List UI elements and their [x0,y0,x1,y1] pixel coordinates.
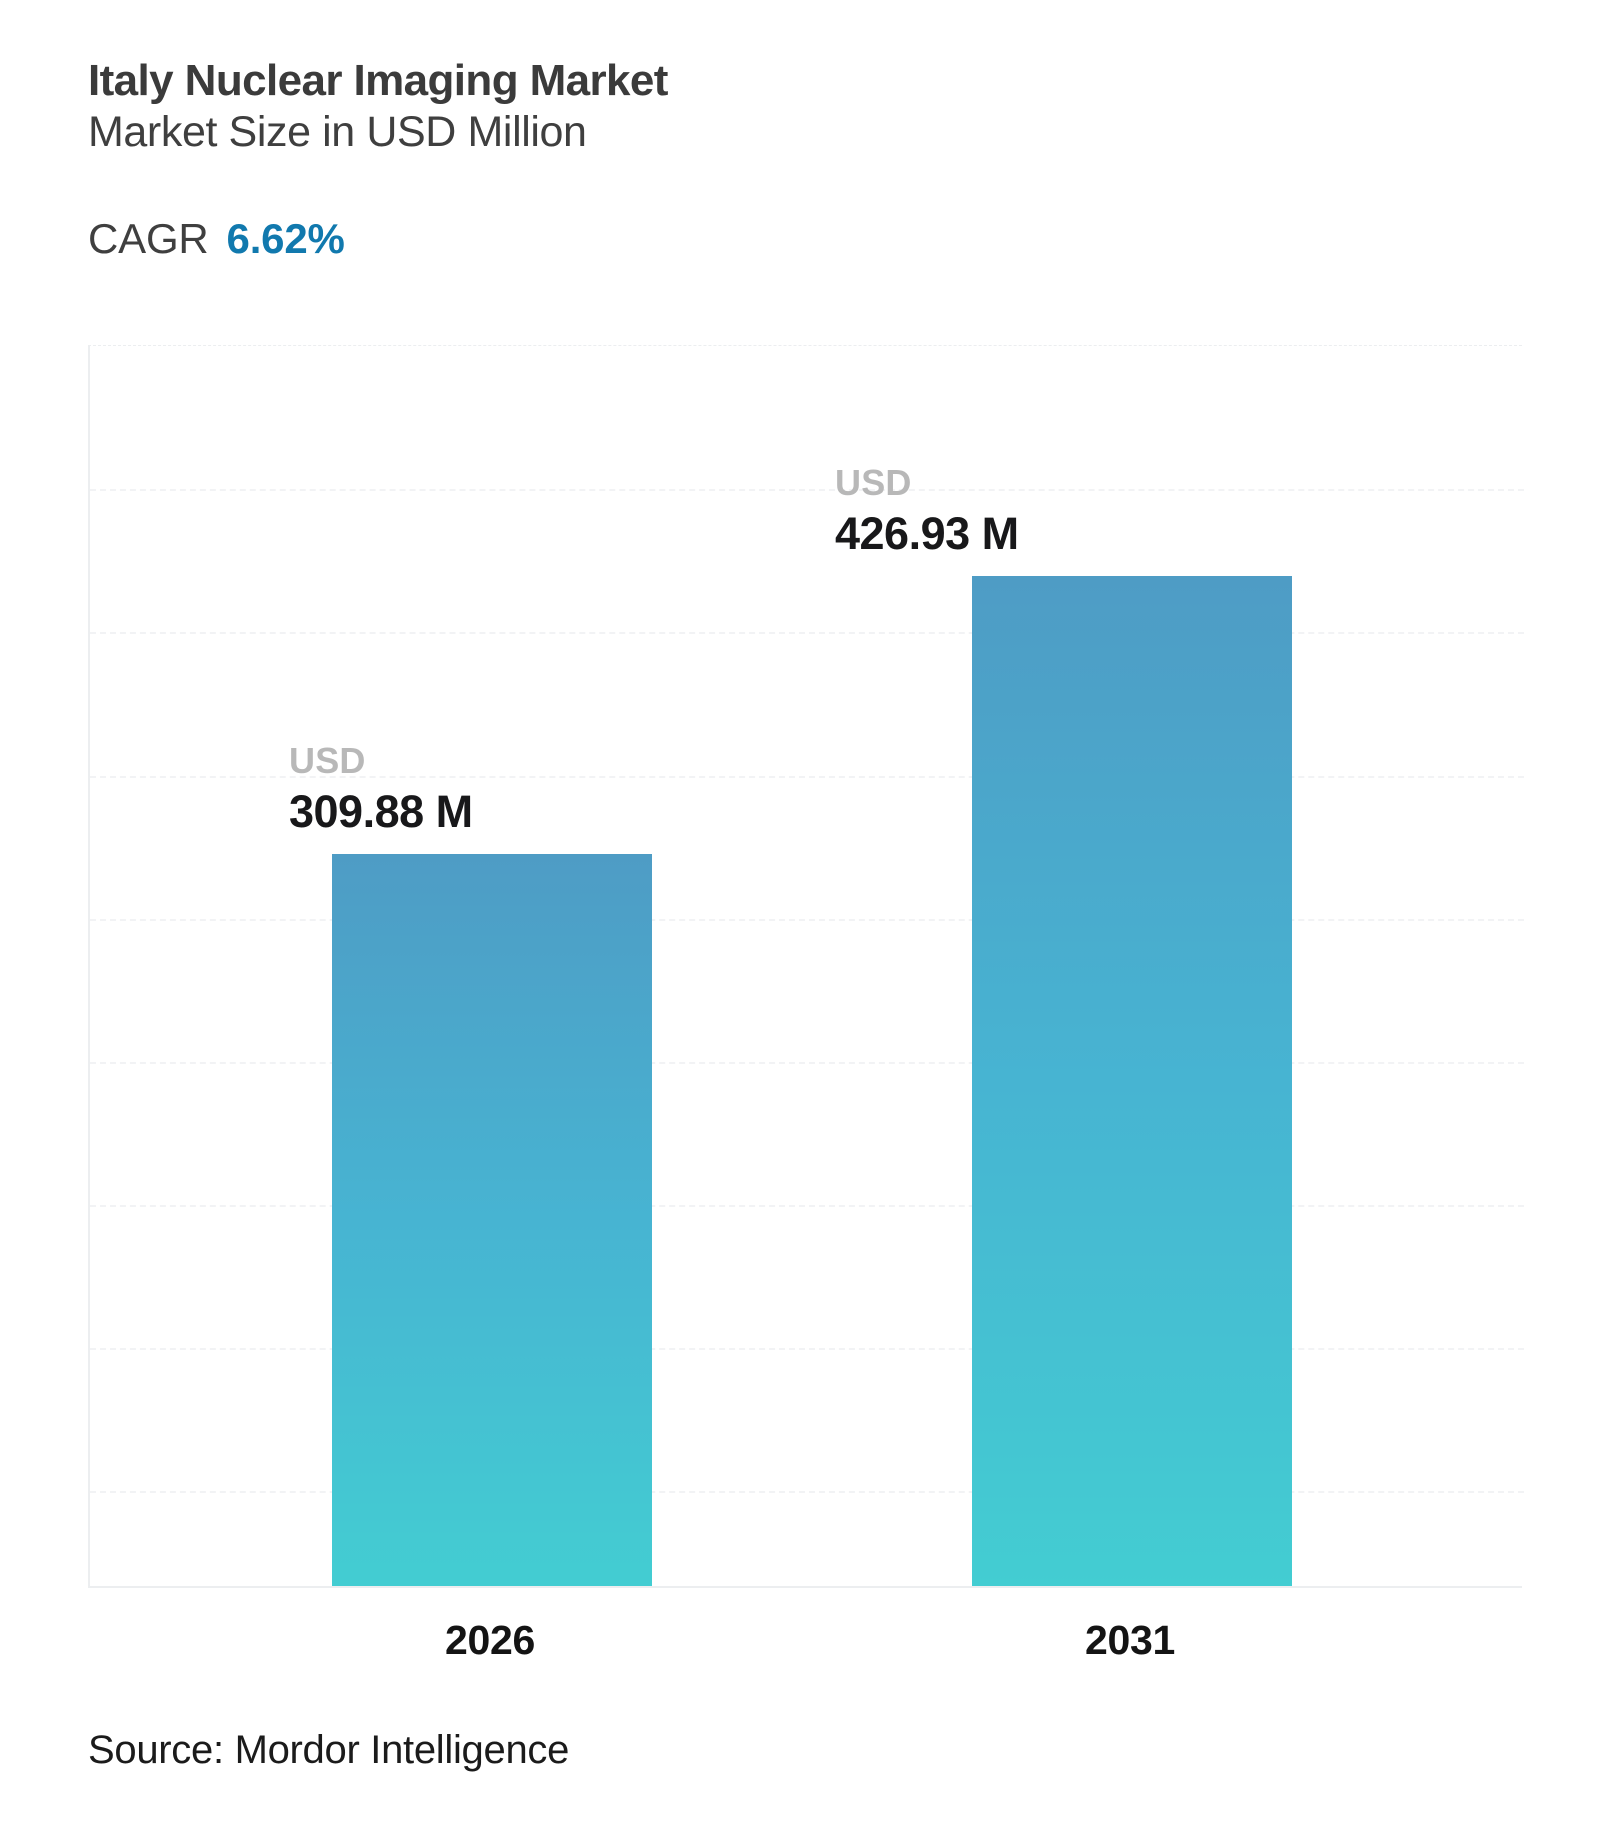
gridline [90,1348,1524,1350]
bar-value-2031: 426.93 M [835,508,1019,560]
bar-2026[interactable] [332,854,652,1586]
chart-header: Italy Nuclear Imaging Market Market Size… [88,56,668,158]
gridline [90,1062,1524,1064]
chart-plot-area: USD 309.88 M USD 426.93 M [88,345,1524,1588]
page-title: Italy Nuclear Imaging Market [88,56,668,105]
bar-label-2026: USD 309.88 M [289,740,473,838]
cagr-row: CAGR 6.62% [88,215,345,263]
gridline [90,489,1524,491]
cagr-value: 6.62% [226,215,345,262]
bar-2031[interactable] [972,576,1292,1586]
gridline [90,1491,1524,1493]
gridline [90,1205,1524,1207]
source-caption: Source: Mordor Intelligence [88,1728,570,1772]
bar-value-2026: 309.88 M [289,786,473,838]
gridline [90,776,1524,778]
bar-unit-2026: USD [289,740,366,781]
x-tick-label-2031: 2031 [1084,1617,1175,1663]
x-tick-label-2026: 2026 [444,1617,535,1663]
gridline [90,632,1524,634]
gridline [90,919,1524,921]
bar-unit-2031: USD [835,462,912,503]
cagr-label: CAGR [88,215,209,262]
bar-label-2031: USD 426.93 M [835,462,1019,560]
chart-subtitle: Market Size in USD Million [88,108,587,157]
